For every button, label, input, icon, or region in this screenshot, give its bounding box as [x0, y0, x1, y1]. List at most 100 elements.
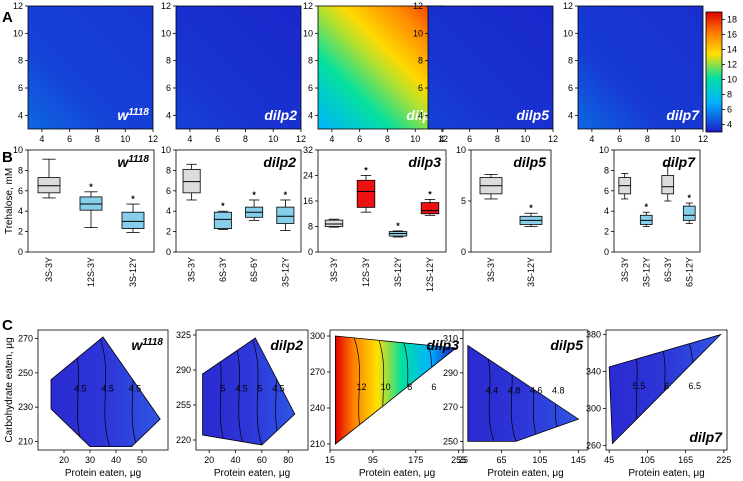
boxplot-label: dilp2: [263, 154, 296, 170]
significance-star: *: [428, 189, 432, 199]
x-tick-label: 20: [59, 455, 69, 465]
panel-c-contours: 4.5 4.5 4.5 20 30 40 50 210 230 250 270 w1118 Protei…: [4, 329, 731, 479]
heatmap-w1118: [27, 5, 154, 130]
significance-star: *: [284, 190, 288, 200]
x-tick-label: 10: [120, 134, 130, 144]
box-iqr: [420, 202, 440, 215]
x-category-label: 6S-3Y: [663, 257, 673, 282]
box-iqr: [639, 214, 653, 225]
significance-star: *: [396, 221, 400, 231]
contour-level-label: 4.5: [101, 384, 114, 394]
x-tick-label: 4: [589, 134, 594, 144]
panel-label-A: A: [2, 9, 13, 26]
box-3S-3Y: [324, 218, 344, 228]
box-6S-3Y: [661, 164, 675, 202]
x-category-label: 12S-12Y: [425, 257, 435, 292]
y-tick-label: 220: [176, 435, 191, 445]
x-tick-label: 60: [257, 455, 267, 465]
x-tick-label: 40: [231, 455, 241, 465]
panel-b-boxplots: 02468103S-3Y*12S-3Y*3S-12Yw111802468103S…: [4, 145, 701, 292]
x-tick-label: 10: [410, 134, 420, 144]
heatmap-label: w1118: [117, 107, 149, 123]
x-tick-label: 12: [438, 134, 448, 144]
x-tick-label: 105: [532, 455, 547, 465]
contour-level-label: 6.5: [689, 381, 702, 391]
significance-star: *: [221, 201, 225, 211]
x-category-label: 3S-3Y: [486, 257, 496, 282]
x-axis-label: Protein eaten, μg: [214, 468, 290, 479]
contour-level-label: 4.4: [486, 385, 499, 395]
significance-star: *: [364, 166, 368, 176]
heatmap-label: dilp5: [516, 107, 549, 123]
x-tick-label: 20: [204, 455, 214, 465]
y-tick-label: 6: [166, 83, 171, 93]
colorbar: [705, 11, 723, 133]
y-tick-label: 270: [310, 367, 325, 377]
contour-label: dilp7: [689, 429, 723, 445]
x-tick-label: 175: [408, 455, 423, 465]
y-tick-label: 12: [303, 1, 313, 11]
colorbar-tick-label: 16: [727, 30, 737, 40]
y-tick-label: 24: [303, 171, 313, 181]
x-category-label: 6S-6Y: [249, 257, 259, 282]
x-category-label: 3S-3Y: [620, 257, 630, 282]
contour-level-label: 6: [664, 381, 669, 391]
boxplot-frame: [317, 149, 447, 253]
y-tick-label: 0: [166, 247, 171, 257]
x-tick-label: 4: [439, 134, 444, 144]
x-category-label: 3S-3Y: [329, 257, 339, 282]
y-tick-label: 2: [18, 227, 23, 237]
box-3S-12Y: *: [519, 203, 543, 227]
colorbar-tick-label: 10: [727, 75, 737, 85]
y-tick-label: 4: [308, 110, 313, 120]
y-tick-label: 210: [310, 439, 325, 449]
x-axis-label: Protein eaten, μg: [487, 468, 563, 479]
y-tick-label: 10: [161, 145, 171, 155]
panel-labels: A B C: [2, 9, 13, 334]
y-tick-label: 6: [18, 186, 23, 196]
x-tick-label: 6: [357, 134, 362, 144]
significance-star: *: [131, 194, 135, 204]
y-tick-label: 6: [308, 83, 313, 93]
x-tick-label: 4: [187, 134, 192, 144]
contour-level-label: 6: [431, 382, 436, 392]
y-tick-label: 6: [418, 83, 423, 93]
x-tick-label: 4: [329, 134, 334, 144]
contour-level-label: 10: [381, 382, 391, 392]
box-3S-12Y: *: [639, 202, 653, 227]
significance-star: *: [89, 182, 93, 192]
y-tick-label: 8: [166, 165, 171, 175]
box-12S-3Y: *: [356, 166, 376, 213]
contour-level-label: 5: [257, 384, 262, 394]
x-tick-label: 8: [645, 134, 650, 144]
contour-label: dilp5: [550, 337, 583, 353]
y-tick-label: 10: [13, 28, 23, 38]
contour-region-dilp3: [334, 335, 458, 445]
y-tick-label: 8: [418, 56, 423, 66]
x-tick-label: 10: [520, 134, 530, 144]
heatmap-label: dilp2: [264, 107, 297, 123]
y-tick-label: 10: [456, 145, 466, 155]
contour-region-dilp2: [202, 337, 296, 446]
box-3S-12Y: *: [276, 190, 295, 231]
x-tick-label: 8: [243, 134, 248, 144]
x-category-label: 6S-3Y: [218, 257, 228, 282]
y-tick-label: 300: [310, 331, 325, 341]
y-tick-label: 8: [18, 165, 23, 175]
boxplot-label-sup: 1118: [128, 154, 149, 165]
contour-line: [251, 338, 263, 445]
y-tick-label: 12: [161, 1, 171, 11]
y-tick-label: 6: [166, 186, 171, 196]
y-tick-label: 12: [413, 1, 423, 11]
y-tick-label: 10: [13, 145, 23, 155]
y-tick-label: 8: [604, 165, 609, 175]
y-tick-label: 12: [13, 1, 23, 11]
box-iqr: [213, 211, 232, 229]
boxplot-frame: [175, 149, 302, 253]
box-3S-12Y: *: [121, 194, 145, 234]
colorbar-tick-label: 8: [727, 90, 732, 100]
x-tick-label: 12: [148, 134, 158, 144]
y-axis-label: Carbohydrate eaten, μg: [4, 337, 15, 442]
x-tick-label: 25: [458, 455, 468, 465]
